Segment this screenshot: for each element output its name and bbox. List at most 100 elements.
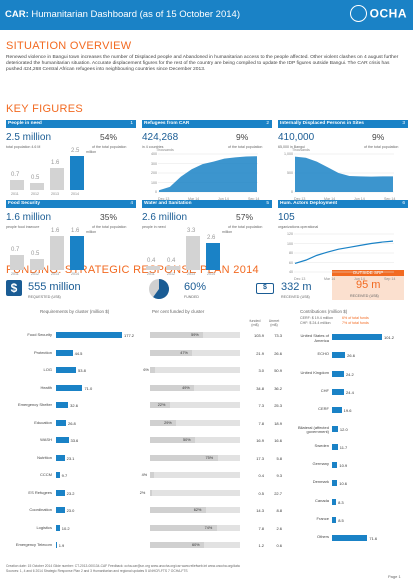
donor-bar bbox=[332, 443, 338, 450]
donor-value: 19.6 bbox=[343, 408, 352, 414]
kf-tick-label: 100 bbox=[151, 180, 157, 185]
cerf-pct: 6% of total funds bbox=[342, 316, 369, 320]
kf-header: Refugees from CAR 2 bbox=[142, 120, 272, 128]
donor-value: 26.6 bbox=[347, 353, 355, 359]
cluster-pct-track bbox=[150, 437, 240, 443]
kf-label: Hum. Actors Deployment bbox=[280, 201, 338, 206]
cluster-funded: 7.8 bbox=[258, 525, 264, 531]
kf-percent-sub: of the total population bbox=[92, 225, 127, 229]
kf-unit: million bbox=[222, 230, 233, 234]
cluster-pct-fill bbox=[150, 384, 195, 391]
cluster-pct-fill bbox=[150, 542, 204, 548]
cluster-funded: 34.8 bbox=[256, 385, 264, 391]
cluster-name: Nutrition bbox=[37, 454, 52, 460]
kf-bar-label: 0.7 bbox=[11, 247, 20, 254]
country-label: CAR: bbox=[5, 9, 29, 20]
kf-sub: 65,000 in Bangui bbox=[278, 145, 305, 149]
cluster-unmet: 25.3 bbox=[274, 403, 282, 408]
banknote-icon: $ bbox=[256, 283, 274, 294]
funded-pie bbox=[149, 279, 169, 299]
kf-percent-sub: of the total population bbox=[364, 145, 399, 149]
cluster-unmet: 9.3 bbox=[276, 473, 282, 478]
cluster-req-bar bbox=[56, 367, 77, 373]
cluster-name: Logistics bbox=[36, 524, 52, 530]
donor-value: 8.3 bbox=[338, 499, 344, 505]
donor-value: 11.7 bbox=[339, 444, 348, 450]
kf-bar-label: 2.5 bbox=[71, 148, 80, 154]
cluster-funded: 0.4 bbox=[258, 473, 264, 478]
cluster-req-value: 26.8 bbox=[67, 420, 76, 426]
kf-x-label: Mar 14 bbox=[324, 277, 336, 281]
cluster-req-bar bbox=[56, 472, 60, 478]
cluster-unmet: 8.8 bbox=[276, 508, 282, 513]
donor-bar bbox=[332, 352, 346, 359]
cluster-pct-label: 2% bbox=[139, 490, 146, 495]
cluster-unmet: 26.6 bbox=[274, 350, 282, 356]
cluster-pct-label: 75% bbox=[205, 455, 214, 460]
funded-label: FUNDED bbox=[184, 295, 199, 299]
kf-wash: Water and Sanitation 5 2.6 million people i… bbox=[142, 200, 272, 276]
col-funded: funded (m$) bbox=[249, 319, 261, 327]
cluster-pct-label: 47% bbox=[180, 350, 188, 355]
kf-tick-label: 80 bbox=[289, 251, 293, 255]
kf-x-label: Sep 14 bbox=[248, 197, 260, 201]
donor-name: Bilateral (affected government) bbox=[297, 424, 329, 434]
cluster-req-value: 71.0 bbox=[84, 385, 93, 391]
cluster-pct-fill bbox=[150, 437, 195, 443]
cluster-req-value: 53.8 bbox=[78, 368, 86, 373]
donor-name: ECHO bbox=[317, 351, 329, 357]
cluster-req-value: 33.6 bbox=[70, 438, 79, 443]
donor-name: CHF bbox=[320, 387, 329, 393]
kf-header: Internally Displaced Persons in Sites 3 bbox=[278, 120, 408, 128]
kf-tick-label: 0 bbox=[291, 190, 293, 194]
donor-value: 24.4 bbox=[346, 389, 354, 395]
cluster-unmet: 36.2 bbox=[274, 385, 282, 391]
cluster-name: Protection bbox=[33, 349, 52, 355]
kf-trend-series bbox=[295, 156, 393, 192]
cluster-unmet: 50.9 bbox=[274, 368, 282, 373]
cluster-funded: 0.5 bbox=[258, 490, 264, 496]
kf-food: Food Security 4 1.6 million people food ins… bbox=[6, 200, 136, 276]
donor-value: 71.6 bbox=[369, 536, 378, 542]
kf-x-label: Mar 14 bbox=[188, 197, 200, 201]
requested-label: REQUESTED (US$) bbox=[28, 295, 61, 299]
donor-value: 10.9 bbox=[339, 463, 348, 469]
logo-text: OCHA bbox=[369, 6, 407, 21]
kf-percent: 9% bbox=[372, 132, 385, 142]
kf-sub: in 4 countries bbox=[142, 145, 164, 149]
kf-ref-number: 2 bbox=[266, 121, 269, 126]
cluster-funded: 7.3 bbox=[258, 403, 264, 408]
kf-bar-year: 2012 bbox=[167, 272, 175, 276]
dollar-icon: $ bbox=[6, 280, 22, 296]
cluster-pct-fill bbox=[150, 454, 218, 461]
kf-x-label: Jun 14 bbox=[218, 197, 229, 201]
cluster-pct-fill bbox=[150, 507, 206, 513]
kf-bar-label: 2.6 bbox=[207, 235, 216, 242]
kf-percent-sub: of the total population bbox=[92, 145, 127, 149]
cluster-req-bar bbox=[56, 419, 66, 426]
kf-bar-label: 0.5 bbox=[31, 251, 40, 258]
un-emblem-icon bbox=[349, 5, 367, 22]
cluster-req-bar bbox=[56, 332, 122, 338]
kf-trend-chart bbox=[294, 233, 394, 273]
kf-value: 2.5 million bbox=[6, 132, 52, 143]
kf-sub: organizations operational bbox=[278, 225, 319, 229]
kf-header: Hum. Actors Deployment 6 bbox=[278, 200, 408, 208]
kf-tick-label: 40 bbox=[289, 270, 293, 274]
cluster-unmet: 16.6 bbox=[274, 438, 282, 443]
cluster-req-bar bbox=[56, 454, 65, 461]
kf-value: 105 bbox=[278, 212, 295, 223]
cluster-funded: 7.8 bbox=[258, 420, 264, 426]
donor-bar bbox=[332, 388, 345, 395]
kf-bar-year: 2014 bbox=[71, 192, 79, 196]
donor-name: Others bbox=[316, 534, 329, 540]
donor-bar bbox=[332, 462, 338, 469]
kf-value: 1.6 million bbox=[6, 212, 52, 223]
cluster-unmet: 73.3 bbox=[274, 333, 282, 338]
kf-bar-year: 2011 bbox=[147, 272, 155, 276]
key-figures-heading: KEY FIGURES bbox=[6, 103, 84, 115]
kf-label: Refugees from CAR bbox=[144, 121, 190, 126]
kf-trend-series bbox=[294, 240, 394, 265]
donor-value: 12.0 bbox=[339, 426, 348, 432]
kf-header: People in need 1 bbox=[6, 120, 136, 128]
